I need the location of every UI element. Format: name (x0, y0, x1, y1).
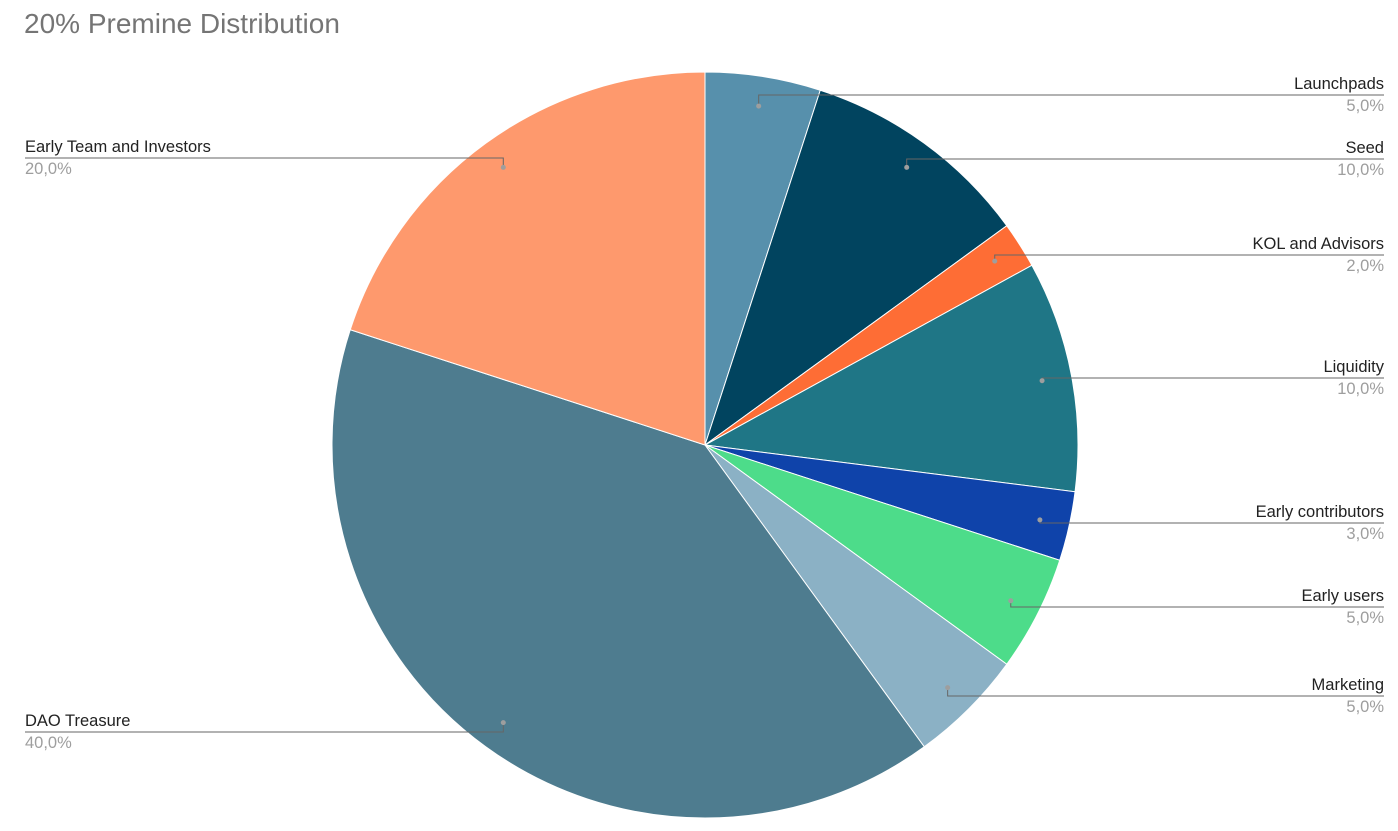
slice-percent-seed: 10,0% (1337, 161, 1384, 179)
leader-dot-dao-treasure (500, 720, 506, 726)
slice-label-early-contributors: Early contributors (1256, 503, 1384, 521)
slice-percent-launchpads: 5,0% (1346, 97, 1384, 115)
leader-dot-seed (904, 164, 910, 170)
leader-dot-early-team-and-investors (500, 164, 506, 170)
slice-label-marketing: Marketing (1312, 676, 1384, 694)
slice-percent-dao-treasure: 40,0% (25, 734, 72, 752)
leader-line-liquidity (1041, 377, 1384, 381)
slice-label-launchpads: Launchpads (1294, 75, 1384, 93)
slice-labels: Launchpads 5,0% Seed 10,0% KOL and Advisors 2… (25, 75, 1385, 752)
slice-label-seed: Seed (1345, 139, 1384, 157)
leader-line-marketing (947, 687, 1384, 697)
leader-line-dao-treasure (25, 722, 504, 733)
slice-label-liquidity: Liquidity (1323, 358, 1384, 376)
leader-dot-early-users (1008, 598, 1014, 604)
chart-title: 20% Premine Distribution (24, 8, 340, 39)
leader-line-seed (906, 158, 1384, 168)
leader-line-launchpads (758, 94, 1384, 107)
leader-dot-launchpads (756, 103, 762, 109)
leader-dot-kol-and-advisors (992, 258, 998, 264)
slice-percent-marketing: 5,0% (1346, 698, 1384, 716)
slice-percent-early-contributors: 3,0% (1346, 525, 1384, 543)
slice-label-early-users: Early users (1301, 587, 1384, 605)
slice-label-kol-and-advisors: KOL and Advisors (1253, 235, 1384, 253)
slice-label-early-team-and-investors: Early Team and Investors (25, 138, 211, 156)
slice-percent-liquidity: 10,0% (1337, 380, 1384, 398)
leader-line-kol-and-advisors (994, 254, 1384, 262)
leader-dot-early-contributors (1037, 517, 1043, 523)
slice-percent-early-team-and-investors: 20,0% (25, 160, 72, 178)
pie-slice-dao-treasure[interactable] (331, 329, 925, 819)
slice-percent-kol-and-advisors: 2,0% (1346, 257, 1384, 275)
pie-slice-seed[interactable] (704, 89, 1008, 447)
pie-slice-liquidity[interactable] (703, 264, 1079, 493)
slice-percent-early-users: 5,0% (1346, 609, 1384, 627)
leader-dot-liquidity (1039, 378, 1045, 384)
leader-dot-marketing (945, 685, 951, 691)
slice-label-dao-treasure: DAO Treasure (25, 712, 130, 730)
leader-line-early-team-and-investors (25, 157, 504, 168)
pie-slices (331, 71, 1079, 819)
pie-slice-early-team-and-investors[interactable] (349, 71, 706, 446)
